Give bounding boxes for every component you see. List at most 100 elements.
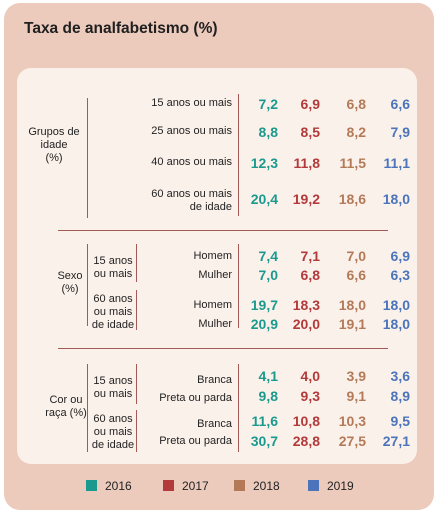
group-label-cor-l1: Cor ou	[49, 394, 83, 406]
row-label: 40 anos ou mais	[151, 156, 232, 168]
value-cell: 18,6	[338, 191, 366, 207]
value-cell: 6,6	[346, 267, 366, 283]
subgroup-label-l2: ou mais	[93, 306, 133, 318]
value-cell: 3,6	[390, 368, 410, 384]
bracket-line	[87, 244, 88, 326]
group-label-cor-l2: raça (%)	[45, 407, 87, 419]
value-cell: 18,0	[338, 297, 366, 313]
row-label: Branca	[197, 374, 232, 386]
value-cell: 20,4	[250, 191, 278, 207]
value-cell: 19,7	[250, 297, 278, 313]
subgroup-label-l1: 60 anos	[93, 293, 133, 305]
group-label-sexo: Sexo (%)	[50, 270, 90, 296]
value-cell: 8,9	[390, 388, 410, 404]
legend-swatch	[308, 480, 319, 491]
value-cell: 11,6	[251, 413, 278, 429]
table-panel	[17, 68, 417, 464]
legend-label: 2018	[253, 479, 280, 493]
value-cell: 9,8	[258, 388, 278, 404]
bracket-line	[136, 410, 137, 452]
value-cell: 9,1	[346, 388, 366, 404]
value-cell: 7,0	[346, 248, 366, 264]
chart-title: Taxa de analfabetismo (%)	[24, 20, 218, 37]
value-cell: 10,3	[338, 413, 366, 429]
value-cell: 18,0	[382, 191, 410, 207]
value-cell: 18,3	[292, 297, 320, 313]
value-cell: 27,1	[382, 433, 410, 449]
bracket-line	[238, 244, 239, 328]
subgroup-label-l2: ou mais	[93, 426, 133, 438]
legend-swatch	[234, 480, 245, 491]
value-cell: 20,0	[292, 316, 320, 332]
subgroup-label-l1: 15 anos	[93, 255, 133, 267]
subgroup-label-l1: 60 anos	[93, 413, 133, 425]
value-cell: 30,7	[250, 433, 278, 449]
value-cell: 11,5	[339, 155, 366, 171]
subgroup-label-l2: ou mais	[93, 388, 133, 400]
legend-swatch	[163, 480, 174, 491]
subgroup-label-l3: de idade	[91, 439, 135, 451]
group-label-sexo-l1: Sexo	[57, 270, 83, 282]
subgroup-label: 60 anos ou mais de idade	[88, 293, 138, 332]
value-cell: 28,8	[292, 433, 320, 449]
value-cell: 8,8	[258, 124, 278, 140]
row-label: Homem	[193, 299, 232, 311]
row-label: 60 anos ou mais de idade	[120, 188, 232, 214]
row-label-line1: 60 anos ou mais	[151, 188, 232, 200]
value-cell: 9,3	[300, 388, 320, 404]
value-cell: 11,1	[383, 155, 410, 171]
value-cell: 19,2	[292, 191, 320, 207]
section-divider	[58, 348, 388, 349]
value-cell: 19,1	[338, 316, 366, 332]
row-label: Mulher	[198, 269, 232, 281]
value-cell: 7,1	[300, 248, 320, 264]
bracket-line	[136, 364, 137, 404]
value-cell: 7,0	[258, 267, 278, 283]
legend-label: 2019	[327, 479, 354, 493]
group-label-idade-l1: Grupos de	[28, 126, 80, 138]
value-cell: 6,8	[346, 96, 366, 112]
value-cell: 4,1	[258, 368, 278, 384]
value-cell: 6,9	[300, 96, 320, 112]
value-cell: 8,2	[346, 124, 366, 140]
value-cell: 4,0	[300, 368, 320, 384]
section-divider	[58, 230, 388, 231]
value-cell: 7,9	[390, 124, 410, 140]
value-cell: 18,0	[382, 316, 410, 332]
bracket-line	[136, 290, 137, 330]
value-cell: 3,9	[346, 368, 366, 384]
group-label-sexo-l2: (%)	[61, 283, 79, 295]
group-label-idade-l3: (%)	[45, 152, 63, 164]
value-cell: 8,5	[300, 124, 320, 140]
value-cell: 6,3	[390, 267, 410, 283]
group-label-cor: Cor ou raça (%)	[42, 394, 90, 420]
value-cell: 18,0	[382, 297, 410, 313]
subgroup-label-l2: ou mais	[93, 268, 133, 280]
subgroup-label: 60 anos ou mais de idade	[88, 413, 138, 452]
value-cell: 20,9	[250, 316, 278, 332]
value-cell: 9,5	[390, 413, 410, 429]
row-label: Homem	[193, 250, 232, 262]
row-label: 15 anos ou mais	[151, 97, 232, 109]
row-label: Preta ou parda	[159, 435, 232, 447]
bracket-line	[87, 98, 88, 218]
bracket-line	[87, 364, 88, 452]
row-label: Branca	[197, 418, 232, 430]
bracket-line	[136, 244, 137, 282]
group-label-idade: Grupos de idade (%)	[20, 126, 88, 165]
subgroup-label-l3: de idade	[91, 319, 135, 331]
row-label: 25 anos ou mais	[151, 125, 232, 137]
value-cell: 6,6	[390, 96, 410, 112]
bracket-line	[238, 364, 239, 452]
bracket-line	[238, 94, 239, 216]
value-cell: 27,5	[338, 433, 366, 449]
row-label: Preta ou parda	[159, 392, 232, 404]
row-label: Mulher	[198, 318, 232, 330]
value-cell: 7,2	[258, 96, 278, 112]
value-cell: 10,8	[292, 413, 320, 429]
legend-label: 2017	[182, 479, 209, 493]
value-cell: 6,9	[390, 248, 410, 264]
value-cell: 11,8	[293, 155, 320, 171]
group-label-idade-l2: idade	[40, 139, 68, 151]
legend-swatch	[86, 480, 97, 491]
